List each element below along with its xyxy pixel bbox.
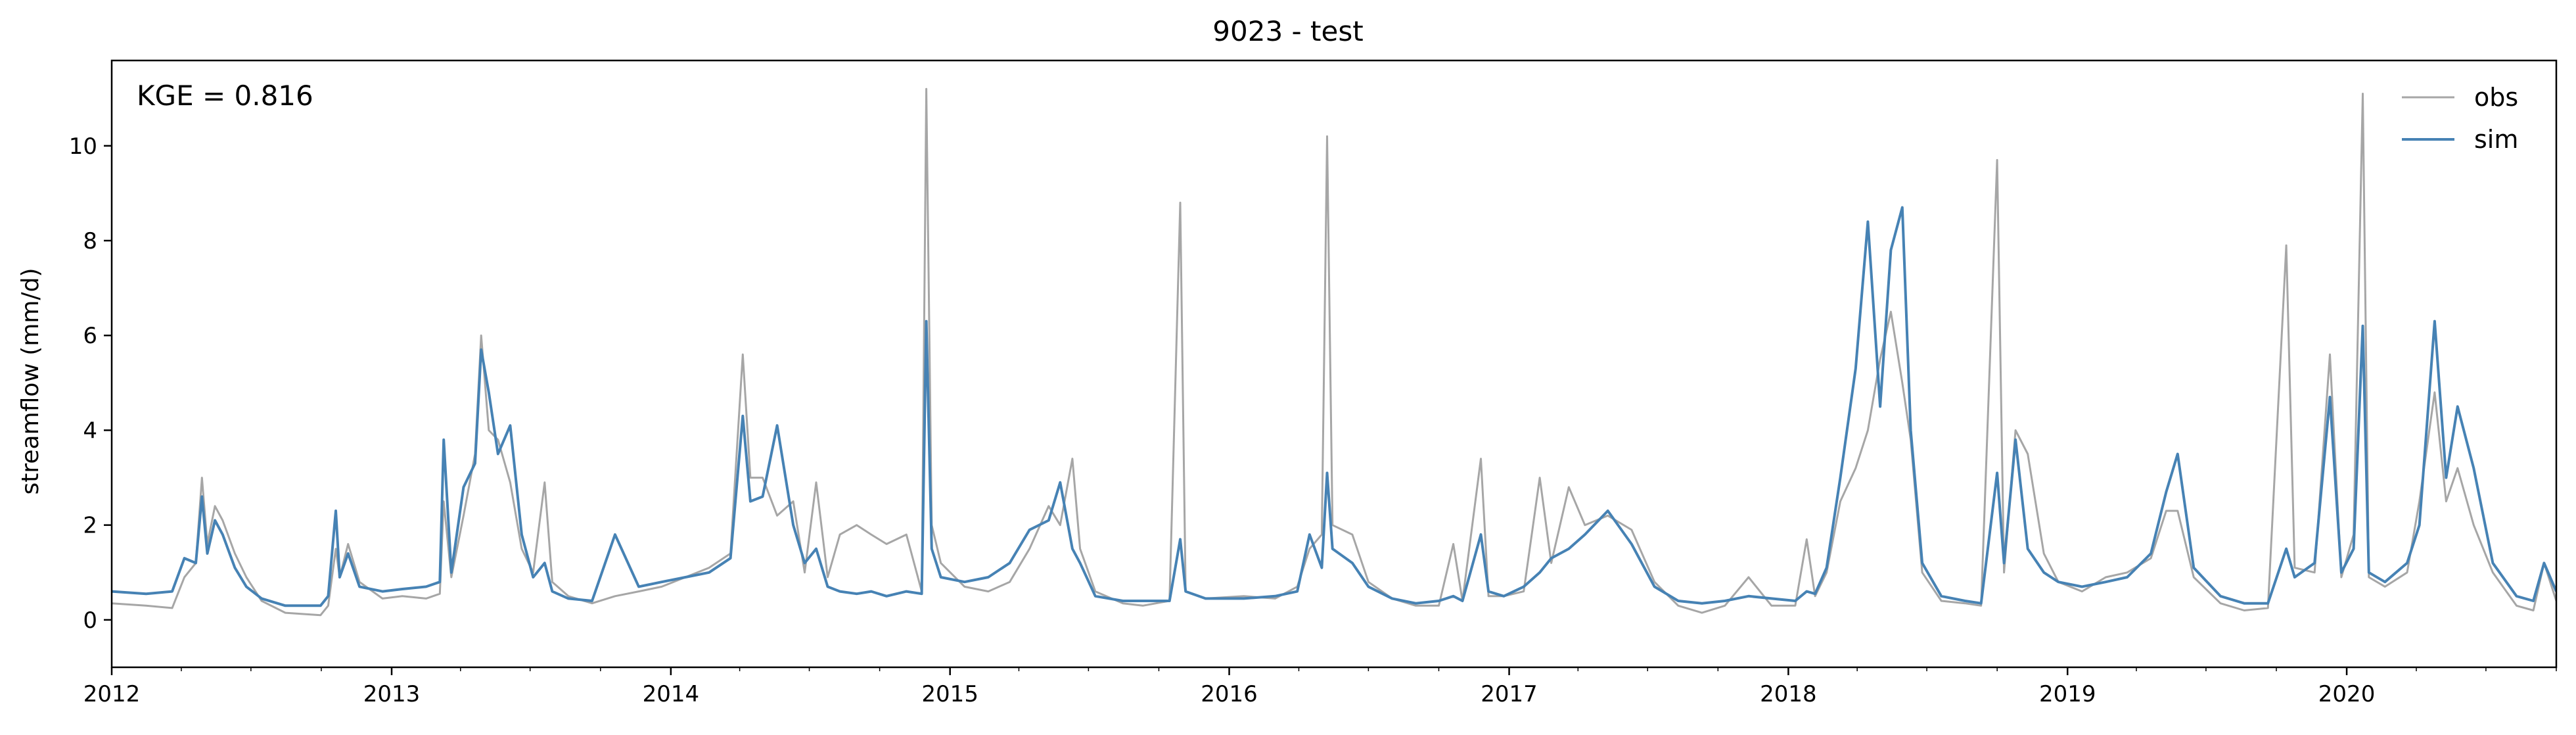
chart-title: 9023 - test bbox=[1212, 15, 1363, 47]
plot-area bbox=[112, 87, 2556, 617]
plot-frame bbox=[110, 59, 2558, 669]
x-tick-label-2013: 2013 bbox=[363, 681, 421, 707]
x-tick-label-2019: 2019 bbox=[2039, 681, 2096, 707]
y-axis-label: streamflow (mm/d) bbox=[17, 268, 44, 495]
x-tick-label-2017: 2017 bbox=[1481, 681, 1538, 707]
y-tick-label-6: 6 bbox=[83, 323, 97, 349]
x-tick-label-2015: 2015 bbox=[921, 681, 978, 707]
kge-annotation: KGE = 0.816 bbox=[137, 80, 313, 112]
x-tick-label-2016: 2016 bbox=[1201, 681, 1258, 707]
y-tick-label-10: 10 bbox=[69, 133, 97, 160]
y-tick-label-8: 8 bbox=[83, 228, 97, 254]
x-tick-label-2020: 2020 bbox=[2318, 681, 2376, 707]
legend-label-sim: sim bbox=[2474, 125, 2518, 154]
axes: 2012 2013 2014 2015 2016 2017 2018 2019 2020 0 2 4 6… bbox=[69, 59, 2558, 707]
x-tick-label-2012: 2012 bbox=[83, 681, 141, 707]
legend-label-obs: obs bbox=[2474, 83, 2518, 112]
y-tick-label-4: 4 bbox=[83, 417, 97, 444]
y-tick-label-2: 2 bbox=[83, 513, 97, 539]
series-line-sim bbox=[112, 206, 2556, 607]
x-tick-label-2014: 2014 bbox=[643, 681, 700, 707]
x-tick-label-2018: 2018 bbox=[1760, 681, 1817, 707]
y-tick-label-0: 0 bbox=[83, 607, 97, 634]
series-lines bbox=[112, 87, 2556, 617]
legend: obs sim bbox=[2402, 83, 2518, 154]
